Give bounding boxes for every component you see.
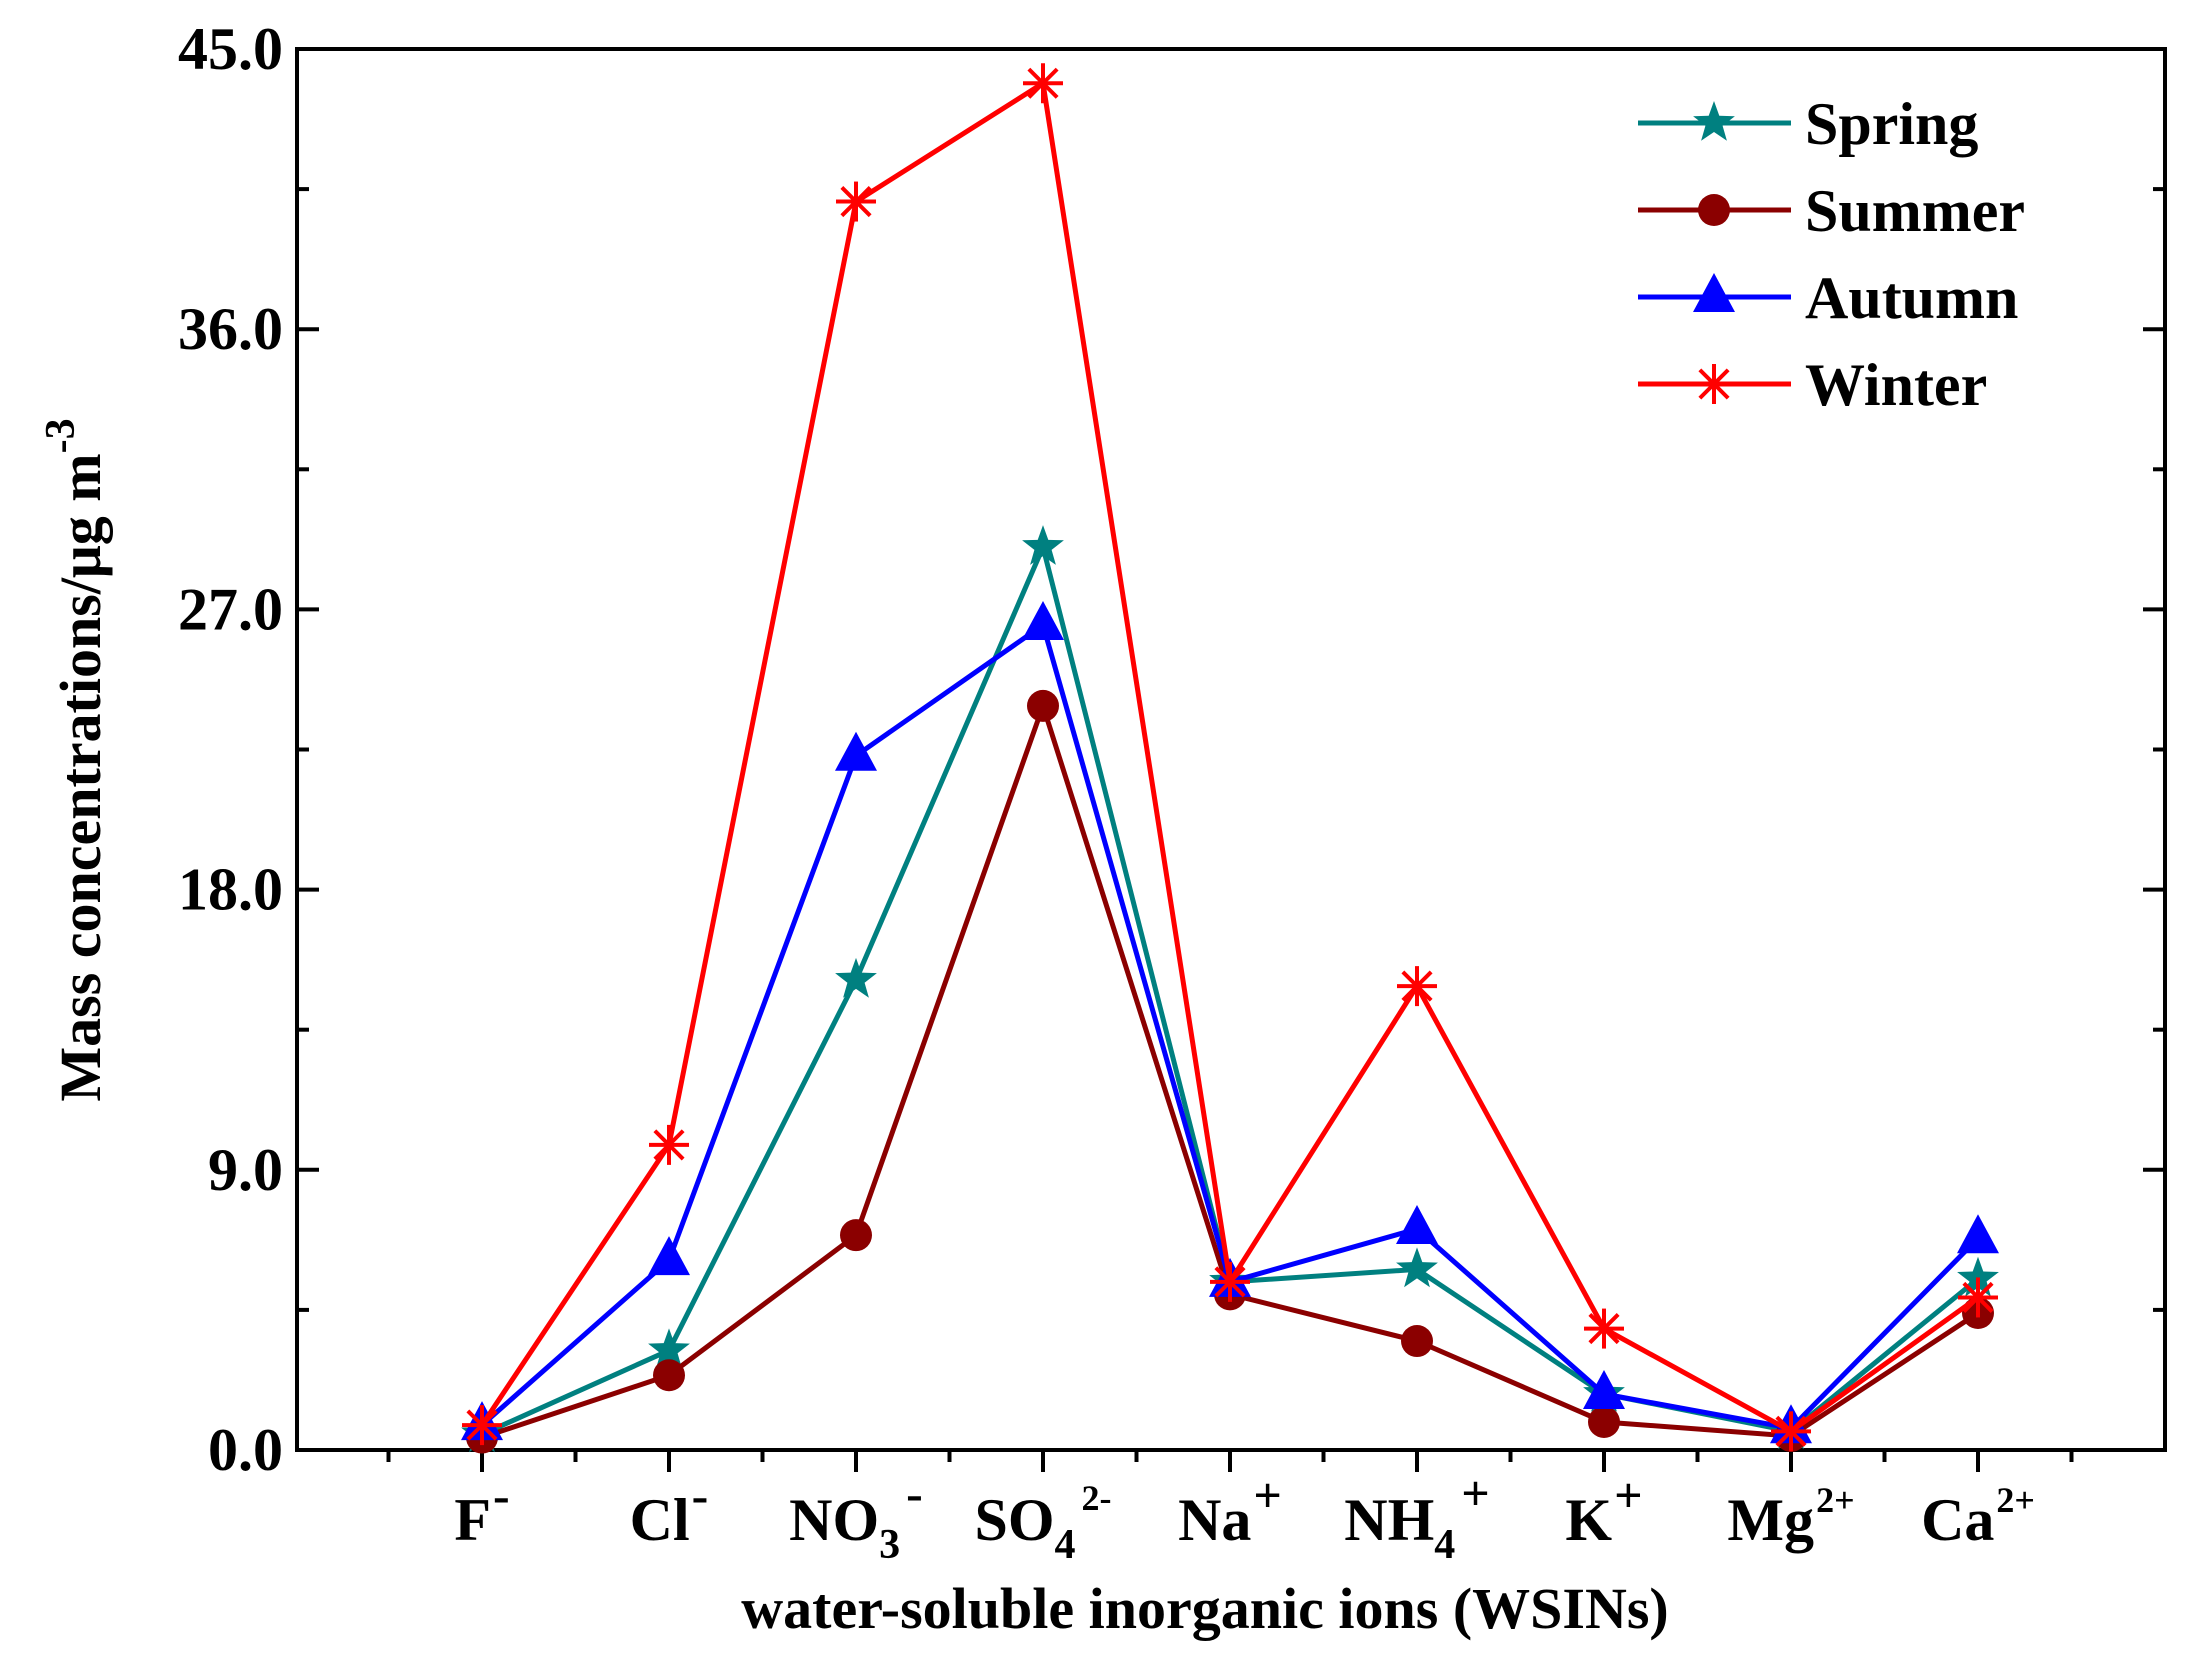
asterisk-marker: [1958, 1277, 1998, 1318]
asterisk-stroke: [1214, 1266, 1246, 1298]
star-marker: [835, 957, 877, 998]
asterisk-stroke: [1401, 970, 1433, 1002]
x-tick-label: NH4+: [1344, 1465, 1490, 1568]
x-tick-label-base: Na: [1178, 1487, 1251, 1553]
triangle-marker: [648, 1236, 690, 1276]
y-axis-title-sup: -3: [38, 418, 84, 453]
x-tick-label-sub: 4: [1434, 1522, 1455, 1568]
asterisk-marker: [462, 1405, 502, 1446]
legend-label: Spring: [1805, 91, 1978, 157]
x-tick-label-sub: 4: [1055, 1522, 1076, 1568]
series-group: [461, 63, 1999, 1454]
y-tick-label: 0.0: [208, 1417, 283, 1483]
circle-marker: [1401, 1325, 1433, 1358]
star-marker: [1022, 525, 1064, 565]
x-tick-label-sup: +: [1461, 1465, 1490, 1521]
asterisk-marker: [1771, 1411, 1811, 1452]
series-line: [481, 698, 1980, 1440]
asterisk-stroke: [1698, 368, 1730, 400]
asterisk-stroke: [1027, 67, 1059, 99]
star-marker: [648, 1328, 690, 1369]
plot-frame: [295, 47, 2167, 1452]
star-marker: [1396, 1247, 1438, 1288]
legend-label: Autumn: [1805, 265, 2018, 331]
x-tick-label: Na+: [1178, 1467, 1282, 1553]
asterisk-marker: [1023, 63, 1063, 104]
triangle-marker: [1693, 273, 1735, 312]
x-tick-label-sup: +: [1614, 1467, 1643, 1523]
x-tick-label-sub: 3: [879, 1522, 900, 1568]
asterisk-marker: [1694, 364, 1734, 404]
x-tick-label: Ca2+: [1921, 1480, 2035, 1553]
legend-item-winter: Winter: [1638, 352, 1987, 418]
x-axis-title: water-soluble inorganic ions (WSINs): [741, 1576, 1669, 1641]
x-tick-label-base: SO: [974, 1487, 1054, 1553]
legend-label: Summer: [1805, 178, 2025, 244]
asterisk-stroke: [840, 185, 872, 218]
x-tick-label: Mg2+: [1727, 1480, 1854, 1553]
y-tick-label: 45.0: [178, 16, 283, 82]
series-summer: [466, 689, 1994, 1454]
y-tick-label: 18.0: [178, 857, 283, 923]
x-tick-label-sup: 2-: [1082, 1478, 1112, 1518]
x-tick-label-base: Ca: [1921, 1487, 1994, 1553]
triangle-marker: [1022, 600, 1064, 640]
legend-item-spring: Spring: [1638, 91, 1978, 157]
legend-label: Winter: [1805, 352, 1987, 418]
triangle-marker: [1957, 1214, 1999, 1254]
asterisk-stroke: [1775, 1415, 1807, 1447]
x-tick-label: K+: [1565, 1467, 1642, 1553]
asterisk-marker: [836, 181, 876, 222]
y-tick-label: 27.0: [178, 576, 283, 642]
circle-marker: [840, 1219, 872, 1252]
x-tick-label-base: NH: [1344, 1487, 1434, 1553]
y-tick-label: 36.0: [178, 296, 283, 362]
asterisk-stroke: [653, 1129, 685, 1161]
series-line: [479, 79, 1980, 1435]
y-axis-title: Mass concentrations/μg m-3: [38, 418, 113, 1101]
triangle-marker: [835, 731, 877, 771]
x-tick-label-sup: -: [906, 1465, 923, 1521]
x-tick-label-sup: +: [1253, 1467, 1282, 1523]
circle-marker: [653, 1359, 685, 1392]
axes: 0.09.018.027.036.045.0F- Cl- NO3- SO42- Na+ N…: [178, 16, 2165, 1568]
series-spring: [461, 525, 1999, 1453]
legend-item-summer: Summer: [1638, 178, 2025, 244]
x-tick-label: SO42-: [974, 1478, 1111, 1568]
circle-marker: [1698, 194, 1730, 226]
x-tick-label-sup: -: [692, 1467, 709, 1523]
star-marker: [1957, 1256, 1999, 1297]
x-tick-label: F-: [454, 1467, 509, 1553]
x-tick-label-base: Mg: [1727, 1487, 1814, 1553]
x-tick-label-sup: 2+: [1996, 1480, 2035, 1520]
asterisk-marker: [1397, 966, 1437, 1007]
asterisk-marker: [1210, 1261, 1250, 1302]
x-tick-label-base: Cl: [630, 1487, 690, 1553]
x-tick-label: NO3-: [789, 1465, 923, 1568]
circle-marker: [1588, 1405, 1620, 1438]
x-tick-label-sup: 2+: [1816, 1480, 1855, 1520]
asterisk-stroke: [466, 1409, 498, 1441]
triangle-marker: [1396, 1204, 1438, 1244]
x-tick-label-base: NO: [789, 1487, 879, 1553]
triangle-marker: [1583, 1369, 1625, 1409]
x-tick-label-base: K: [1565, 1487, 1612, 1553]
asterisk-marker: [649, 1124, 689, 1165]
asterisk-stroke: [1588, 1313, 1620, 1345]
legend: Spring Summer Autumn Winter: [1638, 91, 2025, 418]
series-winter: [462, 63, 1998, 1452]
y-axis-title-text: Mass concentrations/μg m: [48, 453, 113, 1101]
x-tick-label: Cl-: [630, 1467, 709, 1553]
circle-marker: [1027, 689, 1059, 722]
legend-item-autumn: Autumn: [1638, 265, 2018, 331]
x-tick-label-base: F: [454, 1487, 491, 1553]
y-tick-label: 9.0: [208, 1137, 283, 1203]
asterisk-marker: [1584, 1308, 1624, 1349]
x-tick-label-sup: -: [493, 1467, 510, 1523]
star-marker: [1693, 101, 1735, 141]
asterisk-stroke: [1962, 1281, 1994, 1314]
